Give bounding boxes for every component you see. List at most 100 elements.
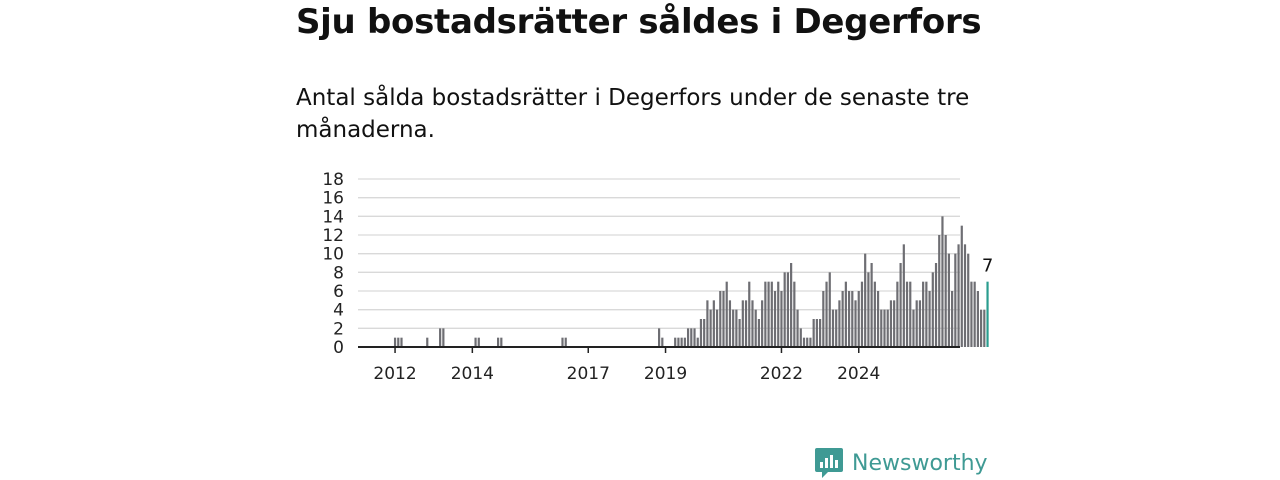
bar	[947, 253, 950, 347]
bar	[828, 272, 831, 347]
bar	[957, 244, 960, 347]
bar	[835, 309, 838, 347]
bar	[970, 281, 973, 347]
x-tick-label: 2014	[451, 364, 494, 384]
bar	[680, 337, 683, 347]
chart-title: Sju bostadsrätter såldes i Degerfors	[296, 2, 982, 42]
bar	[864, 253, 867, 347]
bar	[822, 291, 825, 347]
bar	[780, 291, 783, 347]
bar	[954, 253, 957, 347]
bar	[944, 235, 947, 347]
bar	[938, 235, 941, 347]
bar	[744, 300, 748, 347]
bar	[983, 309, 986, 347]
bar	[934, 263, 938, 347]
bar	[960, 225, 963, 347]
y-tick-label: 12	[322, 226, 344, 246]
y-tick-label: 8	[333, 263, 344, 283]
x-tick-label: 2017	[567, 364, 610, 384]
bar	[854, 300, 857, 347]
bar	[925, 281, 928, 347]
bar	[831, 309, 835, 347]
brand-name: Newsworthy	[852, 450, 988, 476]
bar	[838, 300, 841, 347]
bar	[799, 328, 802, 347]
bar	[793, 281, 796, 347]
bar	[725, 281, 728, 347]
bar	[857, 291, 860, 347]
bar	[696, 337, 699, 347]
bar	[790, 263, 793, 347]
bar	[699, 319, 703, 347]
bar	[686, 328, 690, 347]
bar	[905, 281, 909, 347]
bar	[909, 281, 912, 347]
bar	[786, 272, 789, 347]
bar	[709, 309, 712, 347]
bar	[497, 337, 500, 347]
bar	[777, 281, 780, 347]
bar	[715, 309, 719, 347]
bar	[796, 309, 799, 347]
chart-subtitle: Antal sålda bostadsrätter i Degerfors un…	[296, 85, 970, 143]
bar-highlighted	[986, 281, 989, 347]
bar	[783, 272, 786, 347]
bar	[426, 337, 429, 347]
bar	[400, 337, 403, 347]
bar	[683, 337, 686, 347]
bar	[741, 300, 744, 347]
bar	[393, 337, 397, 347]
bar	[860, 281, 864, 347]
bar	[706, 300, 709, 347]
bar	[703, 319, 706, 347]
bar	[770, 281, 773, 347]
bar	[690, 328, 693, 347]
bar	[442, 328, 445, 347]
bar	[844, 281, 847, 347]
bars	[393, 216, 989, 347]
x-tick-label: 2022	[760, 364, 803, 384]
y-tick-label: 6	[333, 282, 344, 302]
bar	[764, 281, 767, 347]
bar	[886, 309, 889, 347]
bar	[876, 291, 880, 347]
y-tick-label: 10	[322, 245, 344, 265]
bar	[931, 272, 934, 347]
bar	[893, 300, 896, 347]
y-tick-label: 14	[322, 207, 344, 227]
bar	[812, 319, 815, 347]
bar	[851, 291, 854, 347]
y-tick-label: 2	[333, 319, 344, 339]
bar	[477, 337, 480, 347]
bar	[896, 281, 899, 347]
bar	[825, 281, 828, 347]
bar	[941, 216, 944, 347]
x-tick-label: 2012	[373, 364, 416, 384]
bar	[474, 337, 477, 347]
bar	[889, 300, 893, 347]
bar	[712, 300, 715, 347]
x-axis-tick-labels: 2012 2014 2017 2019 2022 2024	[373, 347, 880, 384]
grid-lines	[358, 178, 960, 329]
bar	[738, 319, 741, 347]
bar	[439, 328, 442, 347]
bar	[976, 291, 979, 347]
bar	[751, 300, 754, 347]
bar	[661, 337, 664, 347]
bar	[754, 309, 757, 347]
bar	[735, 309, 738, 347]
bar	[951, 291, 954, 347]
bar	[918, 300, 922, 347]
bar	[773, 291, 777, 347]
bar	[899, 263, 902, 347]
bar	[967, 253, 970, 347]
bar	[973, 281, 976, 347]
bar	[928, 291, 931, 347]
y-tick-label: 4	[333, 301, 344, 321]
bar	[693, 328, 696, 347]
x-tick-label: 2019	[644, 364, 687, 384]
bar	[867, 272, 870, 347]
